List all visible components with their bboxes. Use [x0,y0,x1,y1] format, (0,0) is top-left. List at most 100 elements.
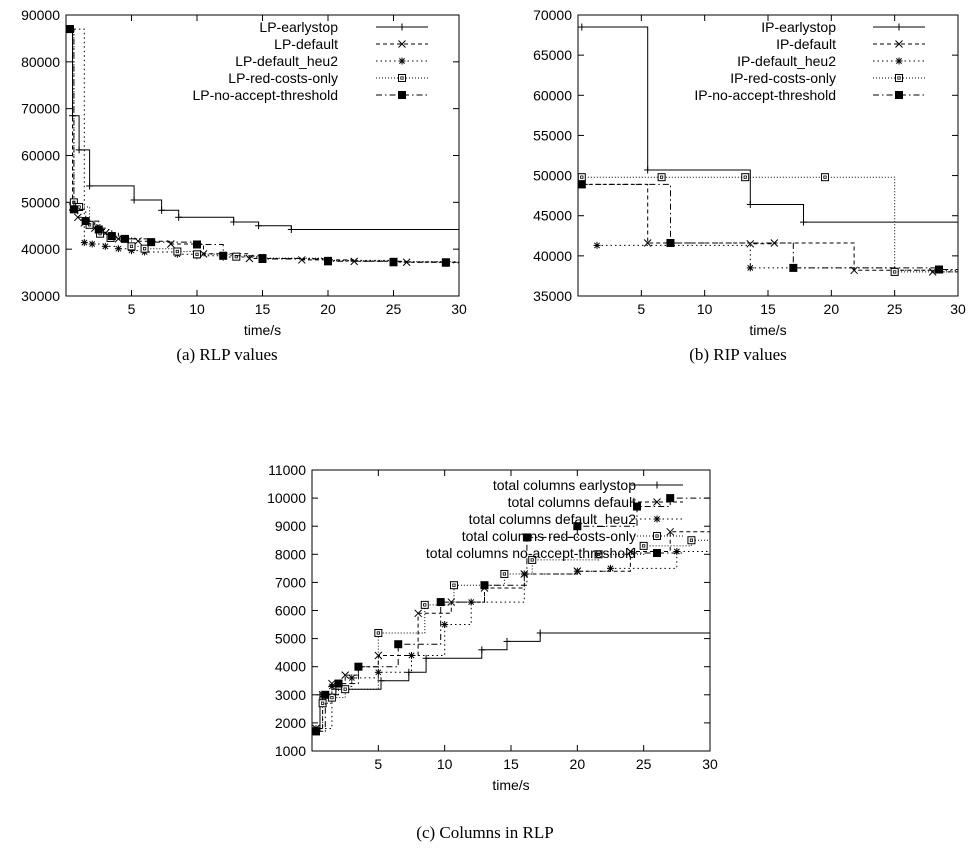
x-tick-label: 15 [503,756,519,772]
series-5-point [334,679,343,688]
series-line-3 [316,551,710,729]
series-3-point [88,240,96,248]
y-tick-label: 60000 [533,87,572,103]
x-tick-label: 5 [128,301,136,317]
legend-label-4: LP-red-costs-only [228,70,338,86]
caption-b: (b) RIP values [689,345,787,364]
y-tick-label: 2000 [275,715,306,731]
x-tick-label: 25 [887,301,903,317]
series-3-point [673,547,681,555]
legend-label-1: total columns earlystop [493,477,636,493]
series-1-point [287,225,295,233]
x-tick-label: 30 [451,301,467,317]
x-tick-label: 25 [636,756,652,772]
legend-label-4: IP-red-costs-only [730,70,836,86]
series-2-point [199,249,208,258]
y-tick-label: 8000 [275,546,306,562]
series-4-point [890,267,899,276]
y-tick-label: 80000 [21,54,60,70]
legend-marker-5 [895,91,903,99]
series-line-2 [581,183,958,273]
series-5-point [324,257,332,266]
series-4-point [594,550,603,559]
series-5-point [394,640,403,649]
series-5-point [789,263,798,272]
x-axis-label: time/s [244,322,281,338]
series-3-point [408,651,415,659]
x-tick-label: 5 [374,756,382,772]
y-tick-label: 11000 [268,462,306,478]
series-1-point [746,200,754,208]
legend-label-3: IP-default_heu2 [737,53,836,69]
series-2-point [414,609,422,618]
y-tick-label: 3000 [275,687,306,703]
series-3-point [328,682,336,690]
legend-label-3: LP-default_heu2 [235,53,338,69]
y-tick-label: 5000 [275,631,306,647]
x-tick-label: 10 [697,301,713,317]
x-tick-label: 30 [702,756,718,772]
series-4-point [528,555,537,564]
series-5-point [436,598,445,607]
series-5-point [480,581,489,590]
series-4-point [577,173,586,182]
series-5-point [94,225,103,234]
series-5-point [935,265,943,274]
series-3-point [114,245,122,253]
legend-marker-4 [653,532,661,540]
y-tick-label: 6000 [275,603,306,619]
series-4-point [173,247,182,256]
chart-panel-a: 5 10 15 20 25 30 30000 40000 50000 60000 70000 8000… [21,7,467,338]
series-4-point [420,600,429,609]
legend-label-2: IP-default [776,36,836,52]
x-tick-label: 10 [189,301,205,317]
legend-label-2: total columns default [508,494,637,510]
series-4-point [140,244,149,253]
y-tick-label: 1000 [275,743,306,759]
series-2-point [666,527,675,536]
legend-marker-4 [398,74,406,82]
caption-c: (c) Columns in RLP [416,823,553,842]
series-4-point [741,173,750,182]
y-tick-label: 10000 [267,490,306,506]
y-tick-label: 45000 [533,208,572,224]
x-tick-label: 20 [570,756,586,772]
series-1-point [536,629,544,637]
series-line-5 [316,497,710,732]
series-5-point [441,258,450,267]
y-tick-label: 90000 [21,7,60,23]
series-4-point [193,250,201,259]
legend-marker-2 [653,498,661,506]
series-3-point [80,239,88,247]
series-line-3 [597,244,959,273]
series-5-point [389,258,398,267]
series-5-point [666,239,675,248]
legend-label-3: total columns default_heu2 [469,511,637,527]
series-5-point [666,494,675,503]
series-1-point [644,166,652,174]
legend-marker-1 [653,481,661,489]
series-5-point [81,217,90,226]
caption-a: (a) RLP values [176,345,277,364]
legend-marker-3 [653,515,661,523]
series-2-point [643,239,652,247]
y-tick-label: 30000 [21,288,60,304]
series-1-point [86,182,94,190]
legend-marker-5 [653,549,661,557]
series-5-point [577,180,586,189]
series-5-point [193,240,201,249]
series-5-point [311,727,320,736]
series-5-point [65,25,74,34]
series-3-point [101,242,109,250]
legend-label-5: IP-no-accept-threshold [694,87,836,103]
series-2-point [73,213,82,222]
y-tick-label: 70000 [21,101,60,117]
x-tick-label: 10 [437,756,453,772]
x-tick-label: 15 [760,301,776,317]
series-3-point [746,264,754,272]
legend-label-5: total columns no-accept-threshold [426,545,636,561]
series-2-point [770,239,779,247]
series-5-point [120,234,129,243]
series-3-point [593,241,601,249]
